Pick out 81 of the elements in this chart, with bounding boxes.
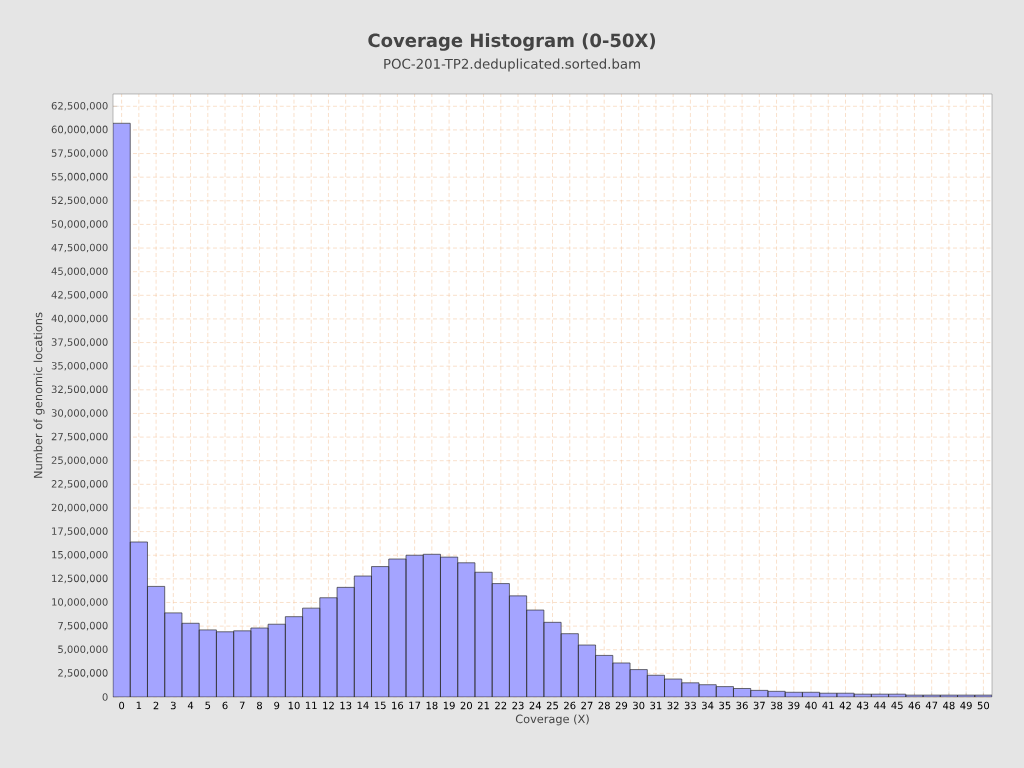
- x-tick-label: 11: [305, 701, 317, 709]
- x-tick-label: 8: [256, 701, 262, 710]
- x-tick-label: 32: [667, 701, 679, 710]
- y-tick-label: 27,500,000: [51, 432, 108, 442]
- x-tick-label: 0: [119, 701, 125, 710]
- x-tick-label: 31: [650, 701, 662, 710]
- x-tick-label: 23: [512, 701, 524, 710]
- chart-subtitle: POC-201-TP2.deduplicated.sorted.bam: [384, 58, 640, 72]
- x-tick-label: 25: [546, 701, 558, 710]
- y-tick-label: 60,000,000: [51, 125, 108, 135]
- x-tick-label: 22: [495, 701, 507, 710]
- x-tick-label: 40: [805, 701, 817, 710]
- x-tick-label: 35: [719, 701, 731, 710]
- x-tick-label: 15: [374, 701, 386, 710]
- y-tick-label: 37,500,000: [51, 338, 108, 347]
- y-axis-title: Number of genomic locations: [33, 312, 45, 478]
- x-tick-label: 4: [187, 701, 194, 709]
- x-tick-label: 43: [856, 701, 869, 710]
- y-tick-label: 62,500,000: [51, 101, 108, 111]
- x-tick-label: 16: [392, 701, 404, 710]
- x-tick-label: 1: [136, 701, 142, 709]
- x-tick-label: 2: [153, 701, 159, 710]
- y-tick-label: 25,000,000: [51, 456, 108, 466]
- y-tick-label: 32,500,000: [51, 385, 108, 395]
- x-tick-label: 49: [960, 701, 972, 710]
- y-tick-label: 15,000,000: [52, 550, 108, 560]
- x-tick-label: 9: [274, 701, 280, 710]
- chart-title: Coverage Histogram (0-50X): [368, 33, 656, 51]
- x-tick-label: 45: [891, 701, 903, 710]
- y-tick-label: 40,000,000: [51, 314, 108, 324]
- x-tick-label: 7: [239, 701, 245, 709]
- y-tick-label: 2,500,000: [58, 669, 108, 678]
- x-tick-label: 34: [702, 701, 714, 710]
- x-tick-label: 12: [323, 701, 334, 710]
- x-tick-label: 21: [477, 701, 489, 710]
- x-tick-label: 41: [822, 701, 834, 709]
- y-tick-label: 55,000,000: [51, 172, 108, 182]
- x-tick-label: 20: [460, 701, 473, 710]
- x-tick-label: 37: [753, 701, 765, 710]
- x-axis-title: Coverage (X): [515, 714, 589, 726]
- x-tick-label: 44: [874, 701, 886, 709]
- x-tick-label: 42: [839, 701, 851, 710]
- y-tick-label: 0: [102, 693, 108, 701]
- y-tick-label: 7,500,000: [58, 621, 108, 631]
- x-tick-label: 30: [633, 701, 645, 710]
- x-tick-label: 39: [788, 701, 800, 710]
- y-tick-label: 47,500,000: [51, 243, 108, 253]
- x-tick-label: 46: [908, 701, 921, 710]
- x-tick-label: 48: [943, 701, 955, 710]
- x-tick-label: 29: [615, 701, 628, 710]
- x-tick-label: 38: [770, 701, 783, 710]
- x-tick-label: 19: [443, 701, 455, 710]
- x-tick-label: 5: [205, 701, 211, 710]
- x-tick-label: 13: [340, 701, 352, 710]
- x-tick-label: 6: [222, 701, 228, 710]
- x-tick-label: 26: [564, 701, 576, 710]
- y-tick-label: 35,000,000: [51, 361, 108, 371]
- x-tick-label: 3: [170, 701, 176, 710]
- y-tick-label: 30,000,000: [51, 409, 108, 418]
- x-tick-label: 24: [529, 701, 542, 710]
- y-tick-label: 12,500,000: [52, 574, 108, 584]
- x-tick-label: 28: [598, 701, 610, 710]
- y-tick-label: 42,500,000: [51, 291, 108, 300]
- x-tick-label: 10: [288, 701, 300, 710]
- y-tick-label: 10,000,000: [52, 598, 108, 607]
- y-tick-label: 22,500,000: [51, 480, 108, 489]
- x-tick-label: 33: [684, 701, 696, 710]
- x-tick-label: 27: [581, 701, 593, 710]
- x-tick-label: 18: [426, 701, 438, 710]
- y-tick-label: 20,000,000: [51, 503, 108, 513]
- y-tick-label: 52,500,000: [51, 196, 108, 206]
- x-tick-label: 50: [977, 701, 990, 710]
- y-tick-label: 50,000,000: [51, 220, 108, 229]
- y-tick-label: 45,000,000: [51, 267, 108, 276]
- y-tick-label: 17,500,000: [52, 527, 108, 536]
- y-tick-label: 57,500,000: [51, 149, 108, 158]
- x-tick-label: 14: [357, 701, 369, 709]
- y-tick-label: 5,000,000: [58, 645, 108, 655]
- x-tick-label: 17: [409, 701, 421, 709]
- x-tick-label: 47: [925, 701, 938, 709]
- x-tick-label: 36: [736, 701, 748, 710]
